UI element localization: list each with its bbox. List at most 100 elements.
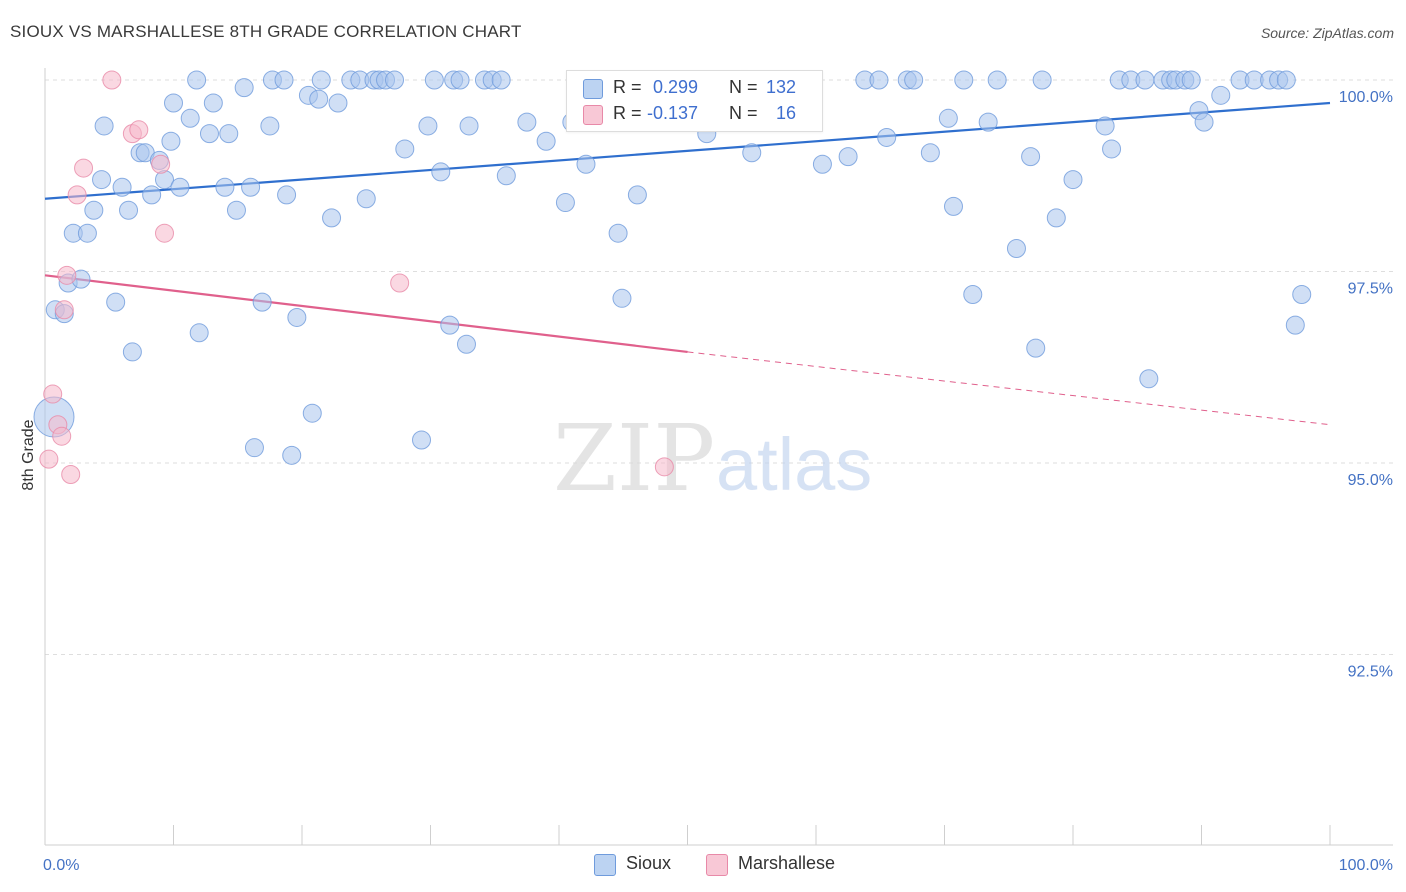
point-sioux [1211, 85, 1231, 105]
point-sioux [1285, 315, 1305, 335]
legend-row-sioux: R = 0.299 N = 132 [567, 75, 822, 101]
x-tick-label: 0.0% [43, 857, 79, 874]
bottom-legend-swatch-marshallese [706, 854, 728, 876]
point-sioux [943, 196, 963, 216]
trend-line-sioux [44, 101, 1331, 200]
point-sioux [287, 307, 307, 327]
point-sioux [277, 185, 297, 205]
labels-layer: 100.0% 97.5% 95.0% 92.5% 0.0% 100.0% 8th Grade [20, 89, 1393, 874]
point-sioux [252, 292, 272, 312]
watermark-atlas: atlas [716, 423, 872, 506]
point-marshallese [39, 449, 59, 469]
point-marshallese [654, 457, 674, 477]
point-marshallese [390, 273, 410, 293]
point-sioux [203, 93, 223, 113]
legend-swatch-sioux [583, 79, 603, 99]
point-sioux [1181, 70, 1201, 90]
trend-layer [44, 101, 1331, 426]
point-marshallese [43, 384, 63, 404]
point-sioux [612, 288, 632, 308]
point-sioux [904, 70, 924, 90]
point-sioux [742, 143, 762, 163]
point-sioux [963, 284, 983, 304]
point-sioux [459, 116, 479, 136]
point-sioux [309, 89, 329, 109]
point-sioux [920, 143, 940, 163]
point-sioux [356, 189, 376, 209]
point-sioux [954, 70, 974, 90]
point-sioux [1292, 284, 1312, 304]
point-sioux [1032, 70, 1052, 90]
point-sioux [576, 154, 596, 174]
chart-title: SIOUX VS MARSHALLESE 8TH GRADE CORRELATI… [10, 22, 522, 41]
point-sioux [170, 177, 190, 197]
point-sioux [322, 208, 342, 228]
point-sioux [161, 131, 181, 151]
point-sioux [555, 193, 575, 213]
watermark: ZIP atlas [553, 405, 872, 512]
point-sioux [496, 166, 516, 186]
point-marshallese [102, 70, 122, 90]
source-note: Source: ZipAtlas.com [1260, 25, 1394, 41]
y-axis-title: 8th Grade [20, 419, 37, 490]
point-sioux [608, 223, 628, 243]
y-tick-label: 97.5% [1348, 281, 1393, 298]
point-sioux [456, 334, 476, 354]
bottom-legend-label-sioux: Sioux [626, 853, 672, 873]
point-sioux [1194, 112, 1214, 132]
point-sioux [92, 170, 112, 190]
point-sioux [517, 112, 537, 132]
legend-r-value: -0.137 [647, 103, 699, 123]
point-marshallese [57, 265, 77, 285]
point-sioux [418, 116, 438, 136]
point-sioux [1139, 369, 1159, 389]
point-marshallese [61, 464, 81, 484]
stats-legend: R = 0.299 N = 132 R = -0.137 N = 16 [566, 70, 823, 132]
y-tick-label: 100.0% [1339, 89, 1393, 106]
point-sioux [1006, 239, 1026, 259]
legend-n-label: N = [729, 77, 758, 97]
point-sioux [812, 154, 832, 174]
legend-row-marshallese: R = -0.137 N = 16 [567, 101, 822, 127]
point-sioux [112, 177, 132, 197]
point-sioux [142, 185, 162, 205]
point-sioux [978, 112, 998, 132]
bottom-legend-swatch-sioux [594, 854, 616, 876]
point-sioux [187, 70, 207, 90]
legend-r-label: R = [613, 77, 642, 97]
point-sioux [302, 403, 322, 423]
point-sioux [164, 93, 183, 113]
point-sioux [1095, 116, 1115, 136]
point-sioux [491, 70, 511, 90]
point-marshallese [54, 300, 74, 320]
point-sioux [1276, 70, 1296, 90]
legend-swatch-marshallese [583, 105, 603, 125]
point-sioux [1046, 208, 1066, 228]
point-sioux [282, 445, 302, 465]
point-sioux [274, 70, 294, 90]
point-sioux [241, 177, 261, 197]
point-marshallese [52, 426, 72, 446]
point-sioux [106, 292, 126, 312]
point-sioux [938, 108, 958, 128]
legend-n-label: N = [729, 103, 758, 123]
point-marshallese [74, 158, 94, 178]
point-sioux [234, 78, 254, 98]
point-sioux [189, 323, 209, 343]
watermark-zip: ZIP [553, 405, 715, 512]
point-marshallese [67, 185, 87, 205]
point-sioux [119, 200, 139, 220]
y-tick-label: 92.5% [1348, 664, 1393, 681]
y-tick-label: 95.0% [1348, 472, 1393, 489]
legend-n-value: 16 [776, 103, 797, 123]
point-sioux [412, 430, 432, 450]
point-sioux [219, 124, 239, 144]
point-sioux [385, 70, 405, 90]
point-sioux [260, 116, 280, 136]
point-sioux [94, 116, 114, 136]
point-sioux [215, 177, 235, 197]
point-sioux [536, 131, 556, 151]
point-sioux [1063, 170, 1083, 190]
point-sioux [180, 108, 200, 128]
